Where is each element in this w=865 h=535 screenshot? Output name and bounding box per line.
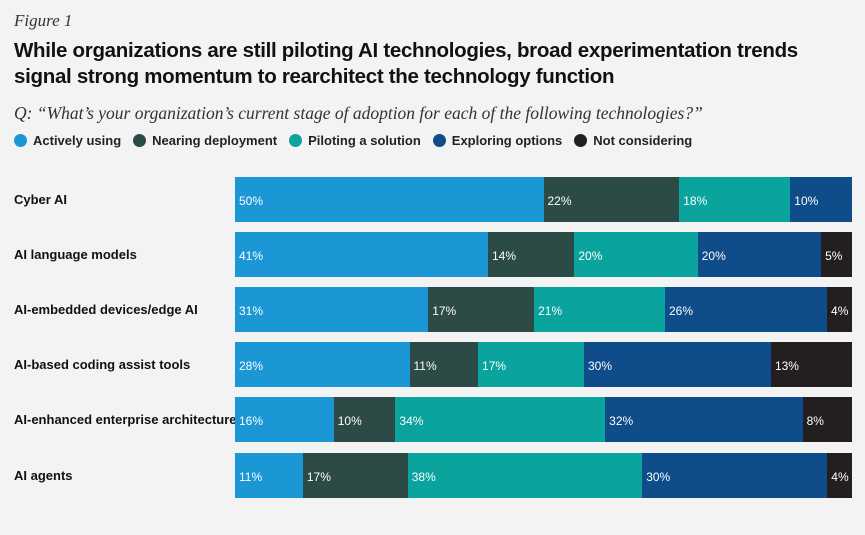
data-label: 38%	[411, 470, 436, 484]
bar-segment: 41%	[235, 232, 488, 277]
bar-segment: 22%	[543, 177, 680, 222]
legend-label: Nearing deployment	[152, 133, 278, 148]
data-label: 20%	[701, 249, 726, 263]
bar-segment: 8%	[802, 397, 852, 442]
row-label: AI-enhanced enterprise architecture	[14, 412, 237, 427]
data-label: 30%	[587, 359, 613, 373]
data-label: 16%	[239, 414, 264, 428]
legend-swatch	[133, 134, 147, 147]
bar-segment: 21%	[534, 287, 665, 332]
legend-entry: Nearing deployment	[133, 133, 277, 148]
row-label: AI agents	[14, 468, 73, 483]
row-label: AI language models	[14, 247, 137, 262]
data-label: 30%	[646, 470, 671, 484]
bar-segment: 4%	[827, 453, 852, 498]
survey-question: Q: “What’s your organization’s current s…	[14, 103, 703, 123]
data-label: 10%	[794, 194, 819, 208]
legend-swatch	[289, 134, 303, 147]
bar-segment: 13%	[770, 342, 852, 387]
bar-segment: 11%	[409, 342, 479, 387]
legend-entry: Piloting a solution	[289, 133, 421, 148]
bar-row: 50% 22% 18% 10%	[235, 177, 852, 222]
data-label: 41%	[239, 249, 264, 263]
data-label: 5%	[825, 249, 843, 263]
legend-entry: Not considering	[574, 133, 692, 148]
row-label: AI-based coding assist tools	[14, 357, 191, 372]
chart-title: While organizations are still piloting A…	[14, 39, 798, 88]
bar-segment: 14%	[487, 232, 575, 277]
legend-label: Actively using	[33, 133, 122, 148]
data-label: 18%	[683, 194, 708, 208]
legend-label: Piloting a solution	[308, 133, 421, 148]
bar-segment: 17%	[302, 453, 408, 498]
bar-segment: 17%	[428, 287, 535, 332]
bar-segment: 20%	[574, 232, 698, 277]
legend-swatch	[574, 134, 588, 147]
legend-swatch	[14, 134, 27, 147]
bar-segment: 31%	[235, 287, 429, 332]
bar-segment: 30%	[642, 453, 828, 498]
legend-entry: Exploring options	[432, 133, 563, 148]
bar-segment: 28%	[235, 342, 410, 387]
bar-segment: 34%	[395, 397, 606, 442]
bar-segment: 10%	[333, 397, 396, 442]
bar-segment: 18%	[679, 177, 791, 222]
row-label: AI-embedded devices/edge AI	[14, 302, 198, 317]
data-label: 11%	[413, 359, 437, 373]
bar-row: 11% 17% 38% 30% 4%	[235, 453, 852, 498]
bar-segment: 32%	[605, 397, 803, 442]
data-label: 50%	[239, 194, 264, 208]
bar-segment: 5%	[821, 232, 852, 277]
data-label: 4%	[831, 470, 849, 484]
figure-label: Figure 1	[14, 11, 73, 30]
data-label: 17%	[432, 304, 457, 318]
legend-swatch	[432, 134, 446, 147]
data-label: 32%	[609, 414, 634, 428]
data-label: 34%	[399, 414, 424, 428]
bar-row: 28% 11% 17% 30% 13%	[235, 342, 852, 387]
bar-segment: 10%	[790, 177, 852, 222]
data-label: 21%	[538, 304, 563, 318]
bar-segment: 30%	[583, 342, 771, 387]
legend: Actively using Nearing deployment Piloting…	[14, 133, 692, 148]
data-label: 13%	[774, 359, 799, 373]
data-label: 26%	[669, 304, 694, 318]
legend-entry: Actively using	[14, 133, 121, 148]
bar-segment: 4%	[827, 287, 852, 332]
bar-segment: 11%	[235, 453, 303, 498]
bar-segment: 16%	[235, 397, 334, 442]
bar-segment: 26%	[665, 287, 828, 332]
bar-segment: 17%	[478, 342, 584, 387]
data-label: 8%	[806, 414, 824, 428]
data-label: 28%	[239, 359, 264, 373]
data-label: 22%	[547, 194, 572, 208]
data-label: 11%	[239, 470, 263, 484]
data-label: 17%	[306, 470, 331, 484]
data-label: 17%	[482, 359, 507, 373]
legend-label: Exploring options	[451, 133, 563, 148]
legend-label: Not considering	[593, 133, 693, 148]
bar-row: 41% 14% 20% 20% 5%	[235, 232, 852, 277]
data-label: 10%	[337, 414, 362, 428]
data-label: 20%	[578, 249, 603, 263]
data-label: 31%	[239, 304, 264, 318]
bar-row: 16% 10% 34% 32% 8%	[235, 397, 852, 442]
bar-segment: 20%	[697, 232, 822, 277]
row-label: Cyber AI	[14, 192, 67, 207]
bar-row: 31% 17% 21% 26% 4%	[235, 287, 852, 332]
data-label: 14%	[491, 249, 516, 263]
bar-segment: 50%	[235, 177, 544, 222]
data-label: 4%	[831, 304, 849, 318]
bar-segment: 38%	[407, 453, 643, 498]
